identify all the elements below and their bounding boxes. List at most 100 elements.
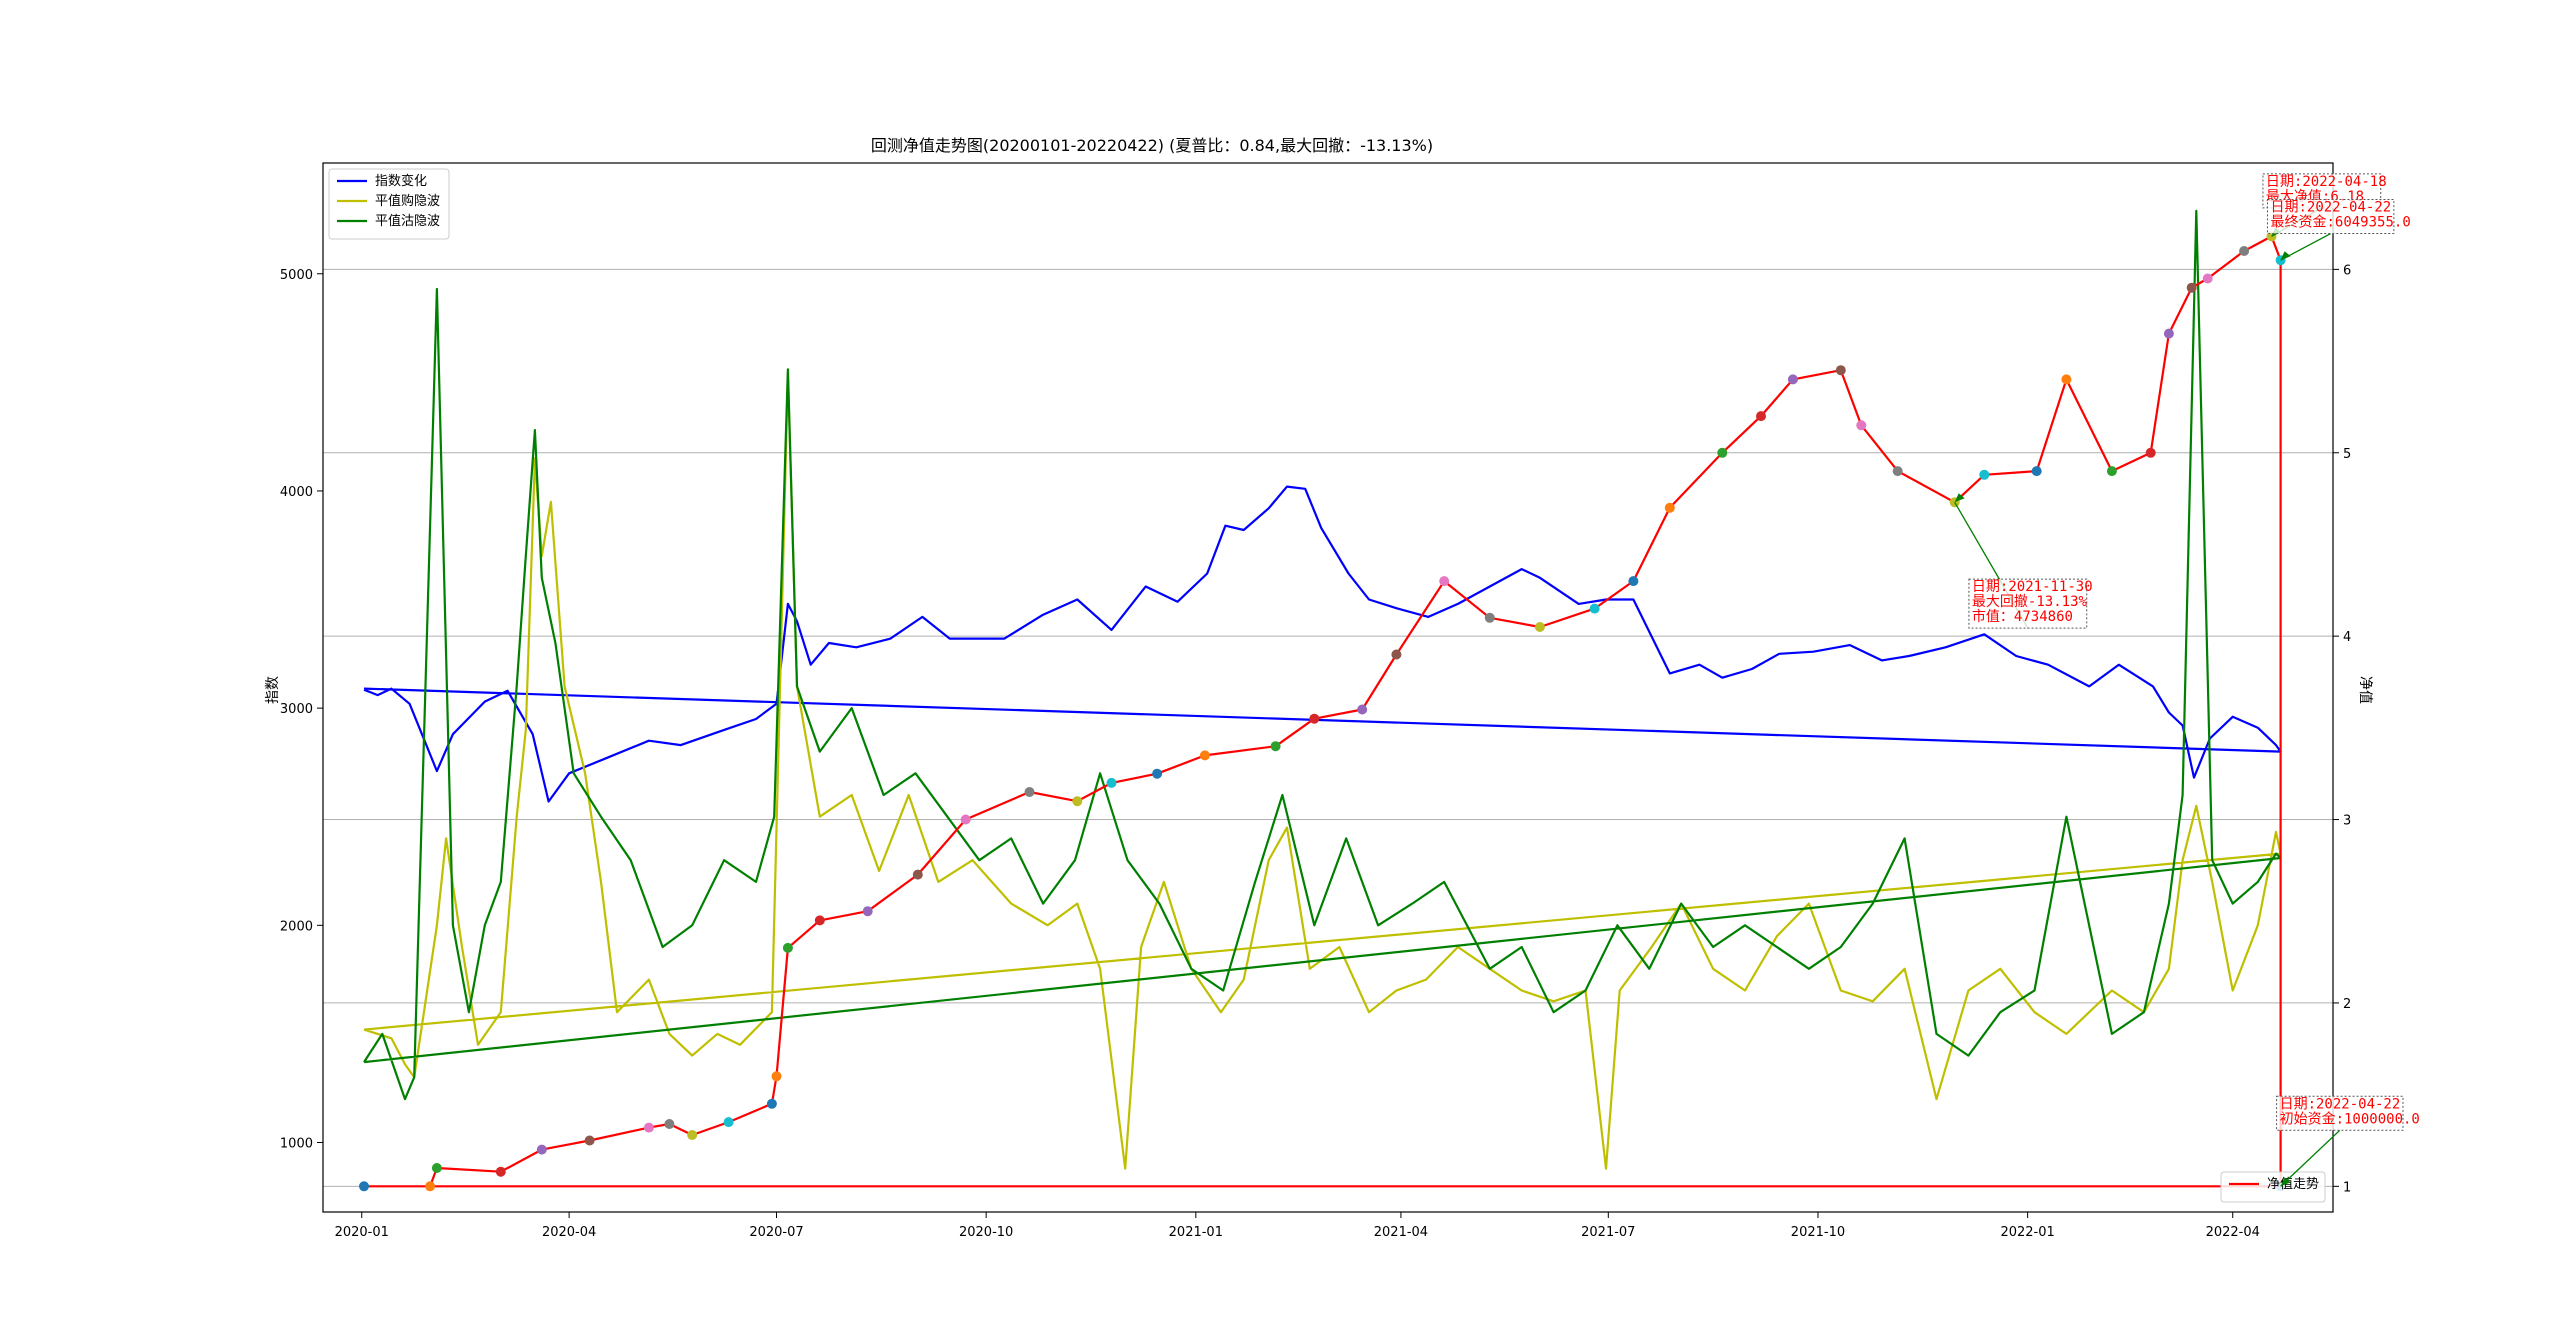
annotation-box-initial (2276, 1095, 2404, 1131)
annotations: 日期:2022-04-18最大净值:6.18日期:2022-04-22最终资金:… (1954, 173, 2420, 1187)
legend-lower-right: 净值走势 (2220, 1171, 2326, 1203)
nav-marker-31 (1664, 502, 1675, 513)
y-left-tick-label-4: 5000 (280, 268, 313, 283)
annotation-text-final-0: 日期:2022-04-22 (2270, 200, 2391, 216)
chart-title: 回测净值走势图(20200101-20220422) (夏普比：0.84,最大回… (871, 136, 1433, 155)
x-tick-label-5: 2021-04 (1374, 1225, 1428, 1240)
x-tick-label-6: 2021-07 (1581, 1225, 1635, 1240)
nav-marker-9 (723, 1117, 734, 1128)
nav-marker-27 (1484, 612, 1495, 623)
nav-marker-16 (960, 814, 971, 825)
nav-marker-21 (1199, 750, 1210, 761)
y-right-tick-label-1: 2 (2343, 997, 2351, 1012)
y-right-tick-label-4: 5 (2343, 447, 2351, 462)
annotation-text-drawdown-1: 最大回撤-13.13% (1972, 594, 2088, 610)
x-tick-label-0: 2020-01 (335, 1225, 389, 1240)
annotation-text-initial-0: 日期:2022-04-22 (2280, 1096, 2401, 1112)
nav-marker-45 (2186, 282, 2197, 293)
y-right-tick-label-0: 1 (2343, 1180, 2351, 1195)
series-line-0 (363, 485, 2282, 803)
annotation-arrowhead-drawdown (1954, 493, 1965, 503)
nav-marker-0 (359, 1181, 369, 1192)
series-line-3 (364, 235, 2282, 1188)
annotation-text-final-1: 最终资金:6049355.0 (2270, 215, 2410, 231)
nav-marker-5 (584, 1135, 595, 1146)
nav-marker-33 (1756, 411, 1766, 422)
nav-marker-17 (1024, 787, 1035, 797)
nav-marker-10 (766, 1098, 777, 1109)
nav-marker-44 (2163, 328, 2174, 339)
nav-marker-41 (2061, 374, 2072, 385)
plot-frame (322, 162, 2334, 1213)
y-right-tick-label-3: 4 (2343, 630, 2351, 645)
nav-marker-19 (1106, 777, 1117, 788)
annotation-box-drawdown (1968, 578, 2088, 629)
nav-marker-46 (2202, 273, 2213, 284)
nav-marker-26 (1439, 576, 1450, 587)
y-left-tick-label-3: 4000 (280, 485, 313, 500)
annotation-box-final (2266, 199, 2395, 235)
legend-upper-label-0: 指数变化 (375, 173, 427, 189)
nav-marker-37 (1892, 466, 1903, 477)
nav-marker-35 (1835, 365, 1846, 376)
nav-marker-47 (2239, 246, 2250, 256)
series-line-2 (363, 209, 2282, 1101)
x-tick-label-3: 2020-10 (959, 1225, 1013, 1240)
nav-marker-28 (1534, 622, 1545, 632)
annotation-arrow-initial (2280, 1129, 2341, 1187)
annotation-text-drawdown-2: 市值：4734860 (1972, 608, 2073, 625)
nav-marker-40 (2031, 466, 2042, 477)
nav-marker-32 (1717, 447, 1728, 458)
y-left-tick-label-2: 3000 (280, 702, 313, 717)
nav-marker-29 (1589, 603, 1600, 614)
series-lines (359, 209, 2286, 1192)
nav-marker-8 (687, 1130, 698, 1140)
annotation-text-initial-1: 初始资金:1000000.0 (2280, 1110, 2420, 1127)
nav-marker-43 (2145, 447, 2156, 458)
nav-marker-25 (1391, 649, 1402, 660)
nav-marker-20 (1152, 768, 1163, 779)
nav-marker-3 (495, 1166, 506, 1177)
annotation-text-drawdown-0: 日期:2021-11-30 (1972, 579, 2093, 595)
legend-upper-label-2: 平值沽隐波 (375, 213, 440, 229)
y-right-tick-label-2: 3 (2343, 814, 2351, 829)
x-tick-label-9: 2022-04 (2206, 1225, 2260, 1240)
nav-marker-24 (1357, 704, 1368, 715)
x-tick-label-2: 2020-07 (749, 1225, 803, 1240)
nav-marker-42 (2106, 466, 2117, 477)
nav-marker-11 (771, 1071, 782, 1082)
nav-marker-6 (643, 1122, 654, 1133)
nav-marker-4 (536, 1144, 547, 1155)
nav-marker-12 (782, 942, 793, 953)
nav-marker-36 (1856, 420, 1867, 431)
annotation-arrowhead-initial (2280, 1177, 2291, 1187)
axes: 2020-01 2020-04 2020-07 2020-10 2021-01 2021-… (280, 162, 2351, 1240)
annotation-text-max-0: 日期:2022-04-18 (2266, 174, 2387, 190)
nav-marker-34 (1787, 374, 1798, 385)
nav-marker-2 (431, 1163, 442, 1173)
nav-marker-13 (814, 915, 825, 926)
y-axis-right-label: 净值 (2357, 676, 2373, 704)
nav-marker-22 (1270, 741, 1281, 752)
x-tick-label-1: 2020-04 (542, 1225, 596, 1240)
x-tick-label-7: 2021-10 (1791, 1225, 1845, 1240)
nav-marker-23 (1309, 713, 1320, 724)
legend-lower-box (2220, 1171, 2326, 1203)
series-line-1 (363, 372, 2282, 1170)
nav-marker-18 (1072, 796, 1083, 807)
nav-marker-15 (912, 869, 923, 880)
nav-marker-39 (1979, 469, 1990, 480)
x-tick-label-4: 2021-01 (1169, 1225, 1223, 1240)
y-left-tick-label-0: 1000 (280, 1137, 313, 1152)
nav-marker-30 (1628, 576, 1639, 587)
x-tick-label-8: 2022-01 (2000, 1225, 2054, 1240)
y-right-tick-label-5: 6 (2343, 263, 2351, 278)
y-left-tick-label-1: 2000 (280, 919, 313, 934)
y-axis-left-label: 指数 (265, 676, 281, 704)
legend-upper-label-1: 平值购隐波 (375, 193, 440, 209)
nav-marker-14 (862, 906, 873, 917)
legend-lower-label-0: 净值走势 (2267, 1176, 2319, 1192)
nav-marker-1 (425, 1181, 436, 1192)
